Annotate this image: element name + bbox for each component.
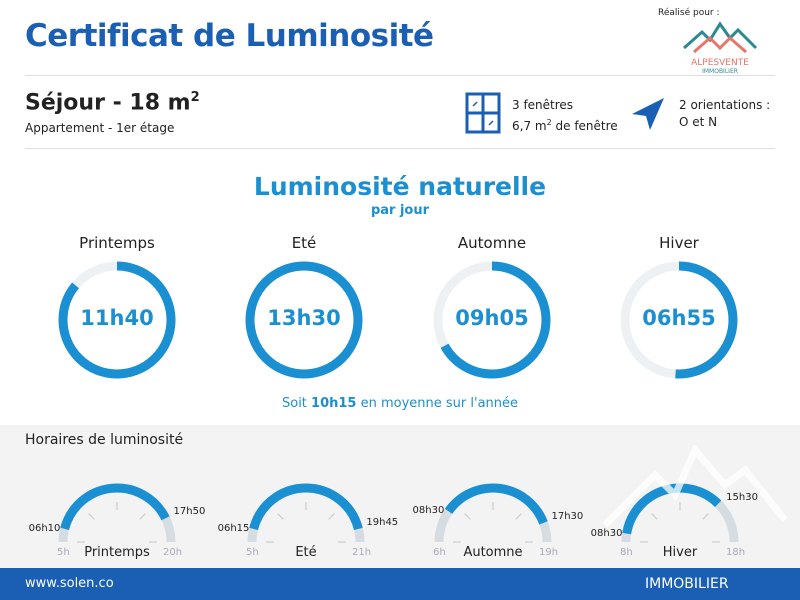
section-subtitle: par jour	[370, 203, 430, 218]
daylight-ring	[433, 261, 551, 379]
ring-fill	[433, 261, 551, 379]
gauge-max: 18h	[726, 547, 746, 558]
sunrise-label: 08h30	[412, 505, 445, 517]
season-label: Automne	[457, 234, 527, 252]
sunset-label: 17h30	[551, 510, 584, 522]
alpesvente-logo: ALPESVENTE IMMOBILIER	[680, 20, 760, 75]
sunset-label: 17h50	[173, 506, 206, 518]
gauge-tick	[139, 513, 146, 520]
gauge-tick	[328, 513, 335, 520]
gauge-season: Printemps	[84, 545, 150, 560]
daylight-ring	[620, 261, 738, 379]
navigation-arrow-icon	[630, 96, 666, 136]
gauge-fill	[60, 483, 170, 531]
gauge-min: 5h	[57, 547, 70, 558]
footer-url[interactable]: www.solen.co	[25, 576, 114, 591]
divider	[25, 148, 775, 149]
divider	[25, 75, 775, 76]
page-title: Certificat de Luminosité	[25, 18, 434, 54]
daylight-value: 06h55	[642, 306, 716, 330]
season-label: Printemps	[79, 234, 155, 252]
schedule-title: Horaires de luminosité	[25, 432, 184, 448]
gauge-max: 21h	[352, 547, 372, 558]
gauge-max: 19h	[539, 547, 559, 558]
gauge-min: 6h	[433, 547, 446, 558]
sunset-label: 15h30	[726, 491, 758, 503]
watermark-text: IMMOBILIER	[645, 576, 729, 592]
gauge-season: Eté	[295, 545, 317, 560]
daylight-ring	[58, 261, 176, 379]
gauge-season: Hiver	[662, 545, 698, 560]
daylight-value: 09h05	[455, 306, 529, 330]
window-icon	[465, 92, 501, 138]
season-label: Eté	[291, 234, 317, 252]
footer	[0, 568, 800, 600]
ring-fill	[245, 261, 363, 379]
made-for-label: Réalisé pour :	[658, 8, 720, 18]
daylight-ring	[245, 261, 363, 379]
gauge-tick	[515, 513, 522, 520]
ring-fill	[620, 261, 738, 379]
sunrise-label: 06h15	[217, 522, 250, 534]
sunset-label: 19h45	[366, 516, 399, 528]
daylight-value: 11h40	[80, 306, 154, 330]
gauge-tick	[277, 513, 284, 520]
section-title: Luminosité naturelle	[253, 172, 547, 201]
gauge-fill	[622, 483, 722, 535]
gauge-fill	[249, 483, 363, 531]
average-text: Soit 10h15 en moyenne sur l'année	[281, 396, 519, 411]
daylight-value: 13h30	[267, 306, 341, 330]
schedule-section	[0, 425, 800, 568]
gauge-min: 8h	[620, 547, 633, 558]
windows-info: 3 fenêtres 6,7 m2 de fenêtre	[512, 98, 618, 133]
sunrise-label: 08h30	[590, 527, 623, 539]
gauge-season: Automne	[463, 545, 523, 560]
gauge-tick	[651, 513, 658, 520]
gauge-tick	[88, 513, 95, 520]
gauge-tick	[464, 513, 471, 520]
gauge-tick	[702, 513, 709, 520]
orientation-info: 2 orientations :O et N	[679, 98, 771, 129]
room-title: Séjour - 18 m2	[25, 90, 200, 116]
sunrise-label: 06h10	[28, 522, 61, 534]
watermark-logo	[600, 443, 790, 559]
gauge-max: 20h	[163, 547, 183, 558]
room-subtitle: Appartement - 1er étage	[25, 121, 175, 135]
season-label: Hiver	[659, 234, 699, 252]
gauge-fill	[444, 483, 548, 525]
ring-fill	[58, 261, 176, 379]
gauge-min: 5h	[246, 547, 259, 558]
